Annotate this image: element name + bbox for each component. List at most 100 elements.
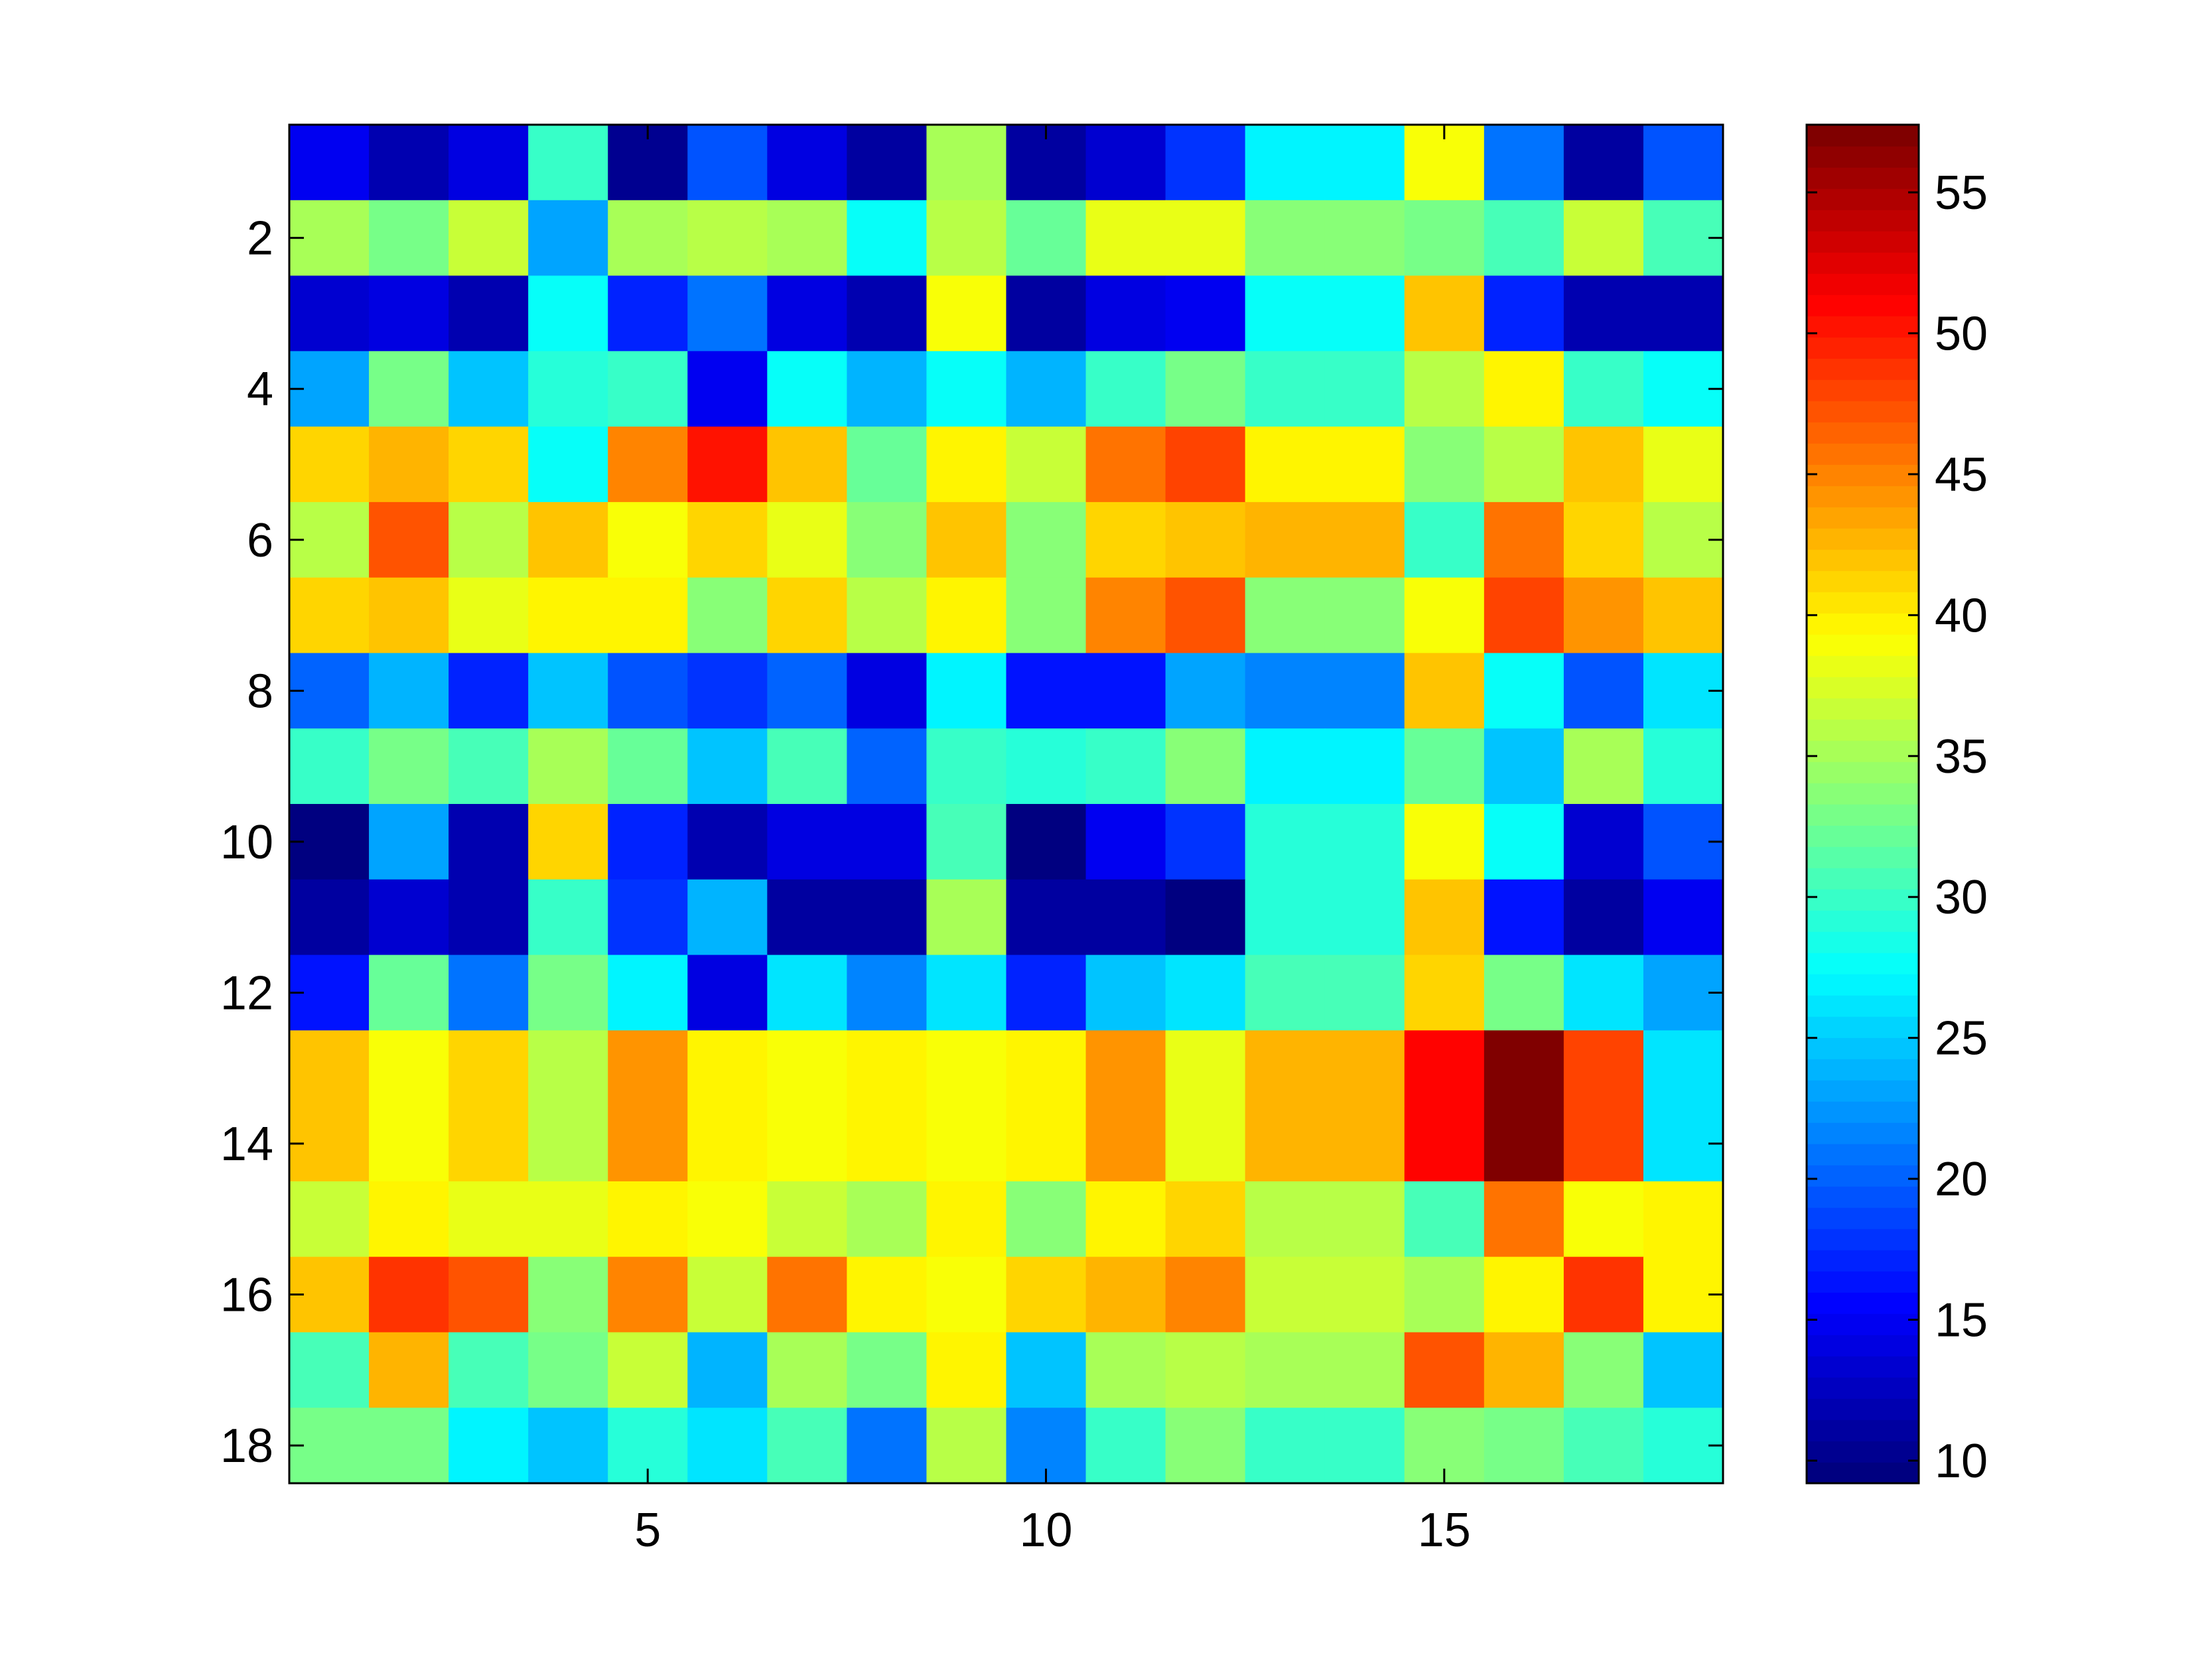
heatmap-cell-r15-c3 bbox=[449, 1181, 529, 1258]
heatmap-cell-r6-c6 bbox=[687, 501, 768, 578]
colorbar-swatch bbox=[1807, 846, 1919, 868]
colorbar-tick-label: 10 bbox=[1935, 1435, 1988, 1488]
heatmap-cell-r2-c2 bbox=[369, 200, 449, 277]
colorbar-swatch bbox=[1807, 146, 1919, 168]
heatmap-cell-r4-c5 bbox=[608, 351, 689, 427]
heatmap-cell-r16-c8 bbox=[847, 1256, 928, 1333]
heatmap-cell-r5-c1 bbox=[289, 427, 370, 503]
heatmap-cell-r15-c11 bbox=[1085, 1181, 1166, 1258]
heatmap-cell-r2-c15 bbox=[1404, 200, 1485, 277]
heatmap-cell-r3-c17 bbox=[1563, 275, 1644, 352]
colorbar-tick-label: 50 bbox=[1935, 307, 1988, 360]
heatmap-cell-r1-c17 bbox=[1563, 125, 1644, 201]
heatmap-cell-r10-c2 bbox=[369, 804, 449, 880]
heatmap-cell-r15-c12 bbox=[1165, 1181, 1246, 1258]
heatmap-cell-r5-c2 bbox=[369, 427, 449, 503]
heatmap-cell-r14-c13 bbox=[1245, 1106, 1326, 1182]
heatmap-cell-r18-c9 bbox=[926, 1408, 1007, 1484]
heatmap-cell-r18-c13 bbox=[1245, 1408, 1326, 1484]
heatmap-cell-r7-c1 bbox=[289, 577, 370, 654]
colorbar-swatch bbox=[1807, 252, 1919, 274]
colorbar-swatch bbox=[1807, 1207, 1919, 1229]
heatmap-cell-r11-c5 bbox=[608, 879, 689, 956]
heatmap-cell-r1-c18 bbox=[1643, 125, 1724, 201]
heatmap-cell-r15-c6 bbox=[687, 1181, 768, 1258]
colorbar-swatch bbox=[1807, 528, 1919, 550]
heatmap-cell-r3-c4 bbox=[528, 275, 609, 352]
heatmap-cell-r13-c8 bbox=[847, 1030, 928, 1106]
colorbar-swatch bbox=[1807, 719, 1919, 741]
heatmap-cell-r7-c18 bbox=[1643, 577, 1724, 654]
heatmap-cell-r5-c9 bbox=[926, 427, 1007, 503]
heatmap-cell-r3-c15 bbox=[1404, 275, 1485, 352]
heatmap-cell-r14-c15 bbox=[1404, 1106, 1485, 1182]
heatmap-cell-r7-c11 bbox=[1085, 577, 1166, 654]
colorbar-swatch bbox=[1807, 1016, 1919, 1038]
heatmap-cell-r15-c5 bbox=[608, 1181, 689, 1258]
heatmap-cell-r16-c12 bbox=[1165, 1256, 1246, 1333]
heatmap-cell-r12-c10 bbox=[1006, 955, 1087, 1031]
heatmap-cell-r10-c13 bbox=[1245, 804, 1326, 880]
colorbar-tick-label: 45 bbox=[1935, 448, 1988, 501]
heatmap-cell-r4-c17 bbox=[1563, 351, 1644, 427]
colorbar-swatch bbox=[1807, 188, 1919, 210]
heatmap-cell-r6-c10 bbox=[1006, 501, 1087, 578]
heatmap-cell-r15-c9 bbox=[926, 1181, 1007, 1258]
heatmap-cell-r15-c15 bbox=[1404, 1181, 1485, 1258]
heatmap-cell-r5-c18 bbox=[1643, 427, 1724, 503]
colorbar-swatch bbox=[1807, 1059, 1919, 1081]
heatmap-cell-r9-c14 bbox=[1324, 728, 1405, 805]
heatmap-cell-r16-c10 bbox=[1006, 1256, 1087, 1333]
heatmap-cell-r7-c9 bbox=[926, 577, 1007, 654]
heatmap-cell-r8-c3 bbox=[449, 653, 529, 730]
heatmap-cell-r10-c17 bbox=[1563, 804, 1644, 880]
heatmap-cell-r2-c5 bbox=[608, 200, 689, 277]
heatmap-cell-r14-c9 bbox=[926, 1106, 1007, 1182]
heatmap-cell-r15-c4 bbox=[528, 1181, 609, 1258]
heatmap-cell-r3-c13 bbox=[1245, 275, 1326, 352]
heatmap-cell-r3-c16 bbox=[1484, 275, 1564, 352]
heatmap-cell-r6-c12 bbox=[1165, 501, 1246, 578]
heatmap-cell-r10-c16 bbox=[1484, 804, 1564, 880]
heatmap-cell-r6-c16 bbox=[1484, 501, 1564, 578]
heatmap-cell-r1-c4 bbox=[528, 125, 609, 201]
heatmap-cell-r5-c3 bbox=[449, 427, 529, 503]
colorbar-swatch bbox=[1807, 167, 1919, 189]
heatmap-cell-r11-c6 bbox=[687, 879, 768, 956]
colorbar-tick-label: 20 bbox=[1935, 1153, 1988, 1206]
colorbar-swatch bbox=[1807, 507, 1919, 529]
heatmap-cell-r17-c5 bbox=[608, 1332, 689, 1409]
heatmap-cells bbox=[289, 125, 1724, 1484]
heatmap-cell-r17-c17 bbox=[1563, 1332, 1644, 1409]
heatmap-cell-r1-c6 bbox=[687, 125, 768, 201]
heatmap-cell-r17-c3 bbox=[449, 1332, 529, 1409]
heatmap-cell-r12-c11 bbox=[1085, 955, 1166, 1031]
heatmap-cell-r8-c10 bbox=[1006, 653, 1087, 730]
colorbar-swatch bbox=[1807, 655, 1919, 677]
heatmap-cell-r13-c5 bbox=[608, 1030, 689, 1106]
heatmap-cell-r7-c8 bbox=[847, 577, 928, 654]
heatmap-cell-r15-c13 bbox=[1245, 1181, 1326, 1258]
heatmap-cell-r9-c2 bbox=[369, 728, 449, 805]
heatmap-cell-r13-c6 bbox=[687, 1030, 768, 1106]
heatmap-cell-r12-c14 bbox=[1324, 955, 1405, 1031]
heatmap-cell-r9-c15 bbox=[1404, 728, 1485, 805]
colorbar-swatch bbox=[1807, 762, 1919, 783]
heatmap-cell-r9-c17 bbox=[1563, 728, 1644, 805]
heatmap-cell-r8-c12 bbox=[1165, 653, 1246, 730]
heatmap-cell-r14-c16 bbox=[1484, 1106, 1564, 1182]
heatmap-cell-r13-c7 bbox=[767, 1030, 848, 1106]
heatmap-cell-r16-c15 bbox=[1404, 1256, 1485, 1333]
heatmap-cell-r12-c3 bbox=[449, 955, 529, 1031]
colorbar-tick-label: 55 bbox=[1935, 166, 1988, 220]
heatmap-cell-r13-c3 bbox=[449, 1030, 529, 1106]
heatmap-cell-r3-c1 bbox=[289, 275, 370, 352]
heatmap-cell-r1-c13 bbox=[1245, 125, 1326, 201]
heatmap-cell-r4-c4 bbox=[528, 351, 609, 427]
heatmap-cell-r9-c7 bbox=[767, 728, 848, 805]
heatmap-cell-r10-c4 bbox=[528, 804, 609, 880]
colorbar-tick-label: 30 bbox=[1935, 871, 1988, 924]
heatmap-cell-r5-c11 bbox=[1085, 427, 1166, 503]
heatmap-cell-r13-c13 bbox=[1245, 1030, 1326, 1106]
colorbar-swatch bbox=[1807, 1101, 1919, 1123]
